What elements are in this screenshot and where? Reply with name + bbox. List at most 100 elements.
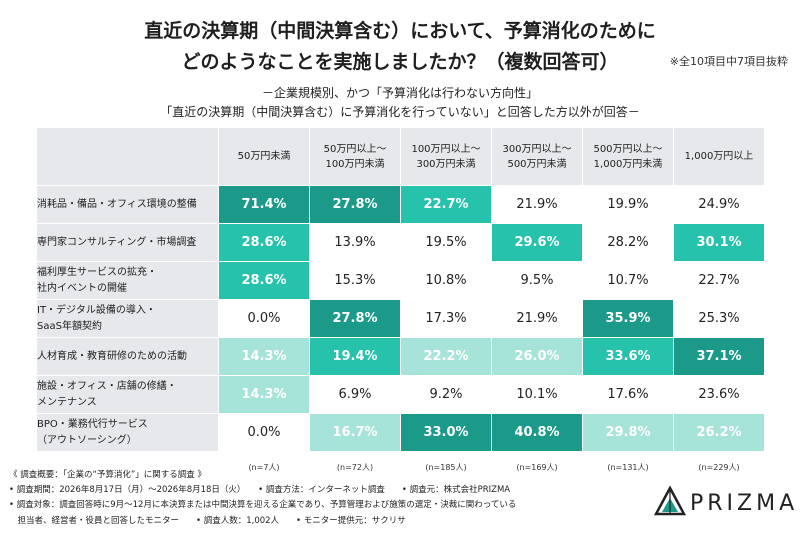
- column-header-line1: 50万円未満: [237, 151, 291, 162]
- table-row: 施設・オフィス・店舗の修繕・ メンテナンス 14.3% 6.9% 9.2% 10.1% 17…: [36, 375, 765, 414]
- value-cell: 14.3%: [218, 337, 310, 376]
- survey-overview-title: 《 調査概要：「企業の“予算消化”」に関する調査 》: [9, 470, 206, 480]
- value-cell: 10.7%: [582, 261, 674, 300]
- value-cell: 26.0%: [491, 337, 583, 376]
- column-header-line1: 100万円以上～: [411, 143, 481, 155]
- value-cell: 71.4%: [218, 185, 310, 224]
- value-cell: 22.2%: [400, 337, 492, 376]
- column-header-line1: 300万円以上～: [502, 143, 572, 155]
- column-header: 50万円以上～ 100万円未満: [309, 127, 401, 186]
- sample-size-label: (n=185人): [425, 463, 467, 472]
- value-cell: 28.2%: [582, 223, 674, 262]
- value-cell: 29.6%: [491, 223, 583, 262]
- row-label-line2: （アウトソーシング）: [37, 434, 137, 446]
- value-cell: 19.5%: [400, 223, 492, 262]
- value-cell: 24.9%: [673, 185, 765, 224]
- table-row: 消耗品・備品・オフィス環境の整備 71.4% 27.8% 22.7% 21.9% 19.9…: [36, 185, 765, 224]
- column-header: 1,000万円以上: [673, 127, 765, 186]
- value-cell: 10.1%: [491, 375, 583, 414]
- row-label-line1: 専門家コンサルティング・市場調査: [37, 236, 197, 248]
- table-row: IT・デジタル設備の導入・ SaaS年額契約 0.0% 27.8% 17.3% 21.9%…: [36, 299, 765, 338]
- value-cell: 19.9%: [582, 185, 674, 224]
- column-header-line1: 500万円以上～: [593, 143, 663, 155]
- sample-size-label: (n=229人): [698, 463, 740, 472]
- value-cell: 17.3%: [400, 299, 492, 338]
- row-label-line1: IT・デジタル設備の導入・: [37, 305, 156, 316]
- row-label: IT・デジタル設備の導入・ SaaS年額契約: [36, 299, 219, 338]
- row-label-line1: BPO・業務代行サービス: [37, 419, 148, 430]
- value-cell: 19.4%: [309, 337, 401, 376]
- row-label: 人材育成・教育研修のための活動: [36, 337, 219, 376]
- value-cell: 25.3%: [673, 299, 765, 338]
- value-cell: 23.6%: [673, 375, 765, 414]
- value-cell: 0.0%: [218, 299, 310, 338]
- value-cell: 40.8%: [491, 413, 583, 452]
- column-header-line2: 1,000万円未満: [593, 158, 663, 170]
- prizma-logo-icon: [654, 486, 686, 516]
- value-cell: 10.8%: [400, 261, 492, 300]
- column-header-line2: 100万円未満: [325, 158, 385, 170]
- column-header: 300万円以上～ 500万円未満: [491, 127, 583, 186]
- column-header-line2: 300万円未満: [416, 158, 476, 170]
- row-label: 消耗品・備品・オフィス環境の整備: [36, 185, 219, 224]
- value-cell: 0.0%: [218, 413, 310, 452]
- table-row: BPO・業務代行サービス （アウトソーシング） 0.0% 16.7% 33.0% 40.8…: [36, 413, 765, 452]
- table-row: 福利厚生サービスの拡充・ 社内イベントの開催 28.6% 15.3% 10.8% 9.5%…: [36, 261, 765, 300]
- table-row: 専門家コンサルティング・市場調査 28.6% 13.9% 19.5% 29.6% 28.2…: [36, 223, 765, 262]
- prizma-logo-text: PRIZMA: [690, 491, 799, 516]
- row-label: 施設・オフィス・店舗の修繕・ メンテナンス: [36, 375, 219, 414]
- subtitle-line1: －企業規模別、かつ「予算消化は行わない方向性」: [261, 86, 538, 100]
- value-cell: 28.6%: [218, 223, 310, 262]
- value-cell: 22.7%: [673, 261, 765, 300]
- value-cell: 35.9%: [582, 299, 674, 338]
- row-label-line1: 消耗品・備品・オフィス環境の整備: [37, 198, 197, 210]
- value-cell: 27.8%: [309, 299, 401, 338]
- value-cell: 16.7%: [309, 413, 401, 452]
- row-label-line1: 施設・オフィス・店舗の修繕・: [37, 381, 177, 392]
- value-cell: 13.9%: [309, 223, 401, 262]
- row-label-line2: SaaS年額契約: [37, 320, 102, 332]
- value-cell: 9.2%: [400, 375, 492, 414]
- column-header-line2: 500万円未満: [507, 158, 567, 170]
- chart-title-line1: 直近の決算期（中間決算含む）において、予算消化のために: [144, 20, 656, 42]
- row-label: 福利厚生サービスの拡充・ 社内イベントの開催: [36, 261, 219, 300]
- row-label-line1: 福利厚生サービスの拡充・: [37, 267, 157, 278]
- table-corner: [36, 127, 219, 186]
- sample-size-label: (n=169人): [516, 463, 558, 472]
- row-label-line2: メンテナンス: [37, 396, 97, 408]
- value-cell: 27.8%: [309, 185, 401, 224]
- prizma-logo: PRIZMA: [654, 486, 794, 526]
- column-header: 500万円以上～ 1,000万円未満: [582, 127, 674, 186]
- column-header-line1: 50万円以上～: [323, 143, 387, 155]
- sample-size-label: (n=7人): [248, 463, 280, 472]
- value-cell: 33.0%: [400, 413, 492, 452]
- row-label: BPO・業務代行サービス （アウトソーシング）: [36, 413, 219, 452]
- column-header-line1: 1,000万円以上: [684, 151, 754, 162]
- value-cell: 28.6%: [218, 261, 310, 300]
- value-cell: 30.1%: [673, 223, 765, 262]
- value-cell: 17.6%: [582, 375, 674, 414]
- value-cell: 21.9%: [491, 185, 583, 224]
- value-cell: 37.1%: [673, 337, 765, 376]
- column-header: 100万円以上～ 300万円未満: [400, 127, 492, 186]
- extraction-note: ※全10項目中7項目抜粋: [669, 55, 788, 68]
- value-cell: 26.2%: [673, 413, 765, 452]
- value-cell: 29.8%: [582, 413, 674, 452]
- row-label-line1: 人材育成・教育研修のための活動: [37, 350, 187, 362]
- table-row: 人材育成・教育研修のための活動 14.3% 19.4% 22.2% 26.0% 33.6%…: [36, 337, 765, 376]
- value-cell: 9.5%: [491, 261, 583, 300]
- subtitle-line2: 「直近の決算期（中間決算含む）に予算消化を行っていない」と回答した方以外が回答－: [160, 105, 640, 119]
- value-cell: 22.7%: [400, 185, 492, 224]
- sample-size-label: (n=131人): [607, 463, 649, 472]
- value-cell: 15.3%: [309, 261, 401, 300]
- row-label: 専門家コンサルティング・市場調査: [36, 223, 219, 262]
- row-label-line2: 社内イベントの開催: [37, 282, 127, 294]
- survey-details-line3: 担当者、経営者・役員と回答したモニター • 調査人数：1,002人 • モニター…: [9, 516, 406, 526]
- value-cell: 14.3%: [218, 375, 310, 414]
- value-cell: 6.9%: [309, 375, 401, 414]
- survey-details-line2: • 調査対象：調査回答時に9月～12月に本決算または中間決算を迎える企業であり、…: [9, 500, 517, 510]
- chart-title-line2: どのようなことを実施しましたか？（複数回答可）: [181, 51, 619, 73]
- value-cell: 33.6%: [582, 337, 674, 376]
- results-table: 50万円未満 50万円以上～ 100万円未満 100万円以上～ 300万円未満 300万円…: [36, 127, 765, 452]
- value-cell: 21.9%: [491, 299, 583, 338]
